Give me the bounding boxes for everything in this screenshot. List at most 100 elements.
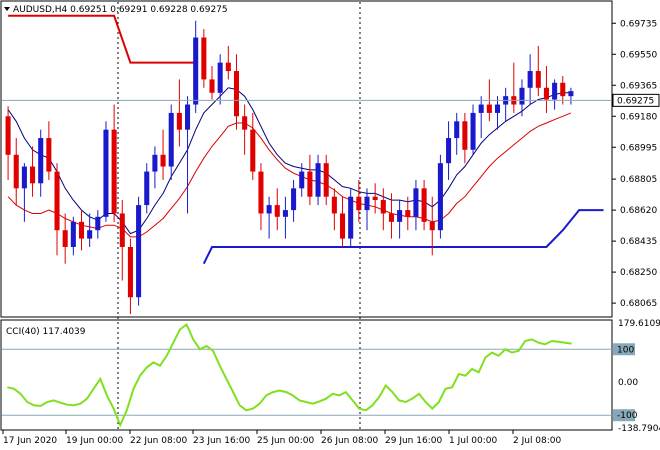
current-price-box bbox=[612, 93, 660, 107]
candle bbox=[30, 146, 36, 197]
high-value: 0.69291 bbox=[110, 5, 147, 15]
candle-body bbox=[21, 166, 27, 189]
candle-body bbox=[331, 196, 337, 214]
candle-body bbox=[413, 188, 419, 217]
current-price-label: 0.69275 bbox=[617, 96, 654, 106]
candle bbox=[38, 129, 44, 197]
candle bbox=[397, 200, 403, 239]
candle bbox=[299, 163, 305, 197]
candle-body bbox=[242, 116, 248, 130]
period-separators bbox=[117, 2, 361, 430]
ma-fast-line bbox=[7, 87, 571, 235]
candle-body bbox=[380, 200, 386, 214]
cci-line bbox=[7, 322, 572, 428]
chart-header: AUDUSD,H4 0.69251 0.69291 0.69228 0.6927… bbox=[4, 5, 228, 15]
candle bbox=[323, 154, 329, 206]
cci-level-box bbox=[613, 409, 635, 422]
time-label: 19 Jun 00:00 bbox=[66, 436, 123, 446]
candle-body bbox=[470, 112, 476, 150]
time-label: 29 Jun 16:00 bbox=[385, 436, 442, 446]
cci-axis-label: 0.00 bbox=[618, 378, 638, 388]
candle bbox=[372, 183, 378, 214]
candle bbox=[103, 121, 109, 222]
candle bbox=[380, 188, 386, 231]
candle-body bbox=[437, 163, 443, 231]
candle-body bbox=[478, 104, 484, 113]
candle-body bbox=[144, 171, 150, 206]
time-label: 22 Jun 08:00 bbox=[130, 436, 187, 446]
candle bbox=[144, 163, 150, 214]
candle bbox=[543, 66, 549, 113]
candle-body bbox=[446, 138, 452, 164]
candle-body bbox=[274, 205, 280, 217]
ma-slow-line bbox=[7, 112, 572, 238]
cci-pane-frame bbox=[0, 319, 613, 431]
dropdown-triangle-icon[interactable] bbox=[4, 7, 10, 11]
price-label: 0.68805 bbox=[620, 175, 657, 185]
candle-body bbox=[372, 196, 378, 201]
candle-body bbox=[152, 154, 158, 172]
candle-body bbox=[13, 154, 19, 189]
candle bbox=[274, 188, 280, 231]
close-value: 0.69275 bbox=[190, 5, 227, 15]
candle-body bbox=[299, 171, 305, 189]
candle bbox=[13, 138, 19, 206]
candle-body bbox=[258, 171, 264, 214]
price-label: 0.68620 bbox=[620, 206, 657, 216]
candle-body bbox=[87, 230, 93, 239]
time-label: 26 Jun 08:00 bbox=[321, 436, 378, 446]
candle-body bbox=[54, 171, 60, 231]
stop-line-red bbox=[8, 14, 196, 64]
candle bbox=[478, 96, 484, 139]
candle-body bbox=[282, 210, 288, 217]
candle-body bbox=[519, 87, 525, 105]
candle bbox=[446, 121, 452, 180]
cci-series bbox=[7, 322, 572, 428]
candle-body bbox=[339, 213, 346, 239]
candle bbox=[5, 106, 11, 180]
price-axis: 0.69735 0.69550 0.69365 0.69180 0.68995 0.688… bbox=[612, 19, 657, 309]
candle bbox=[87, 213, 93, 247]
candle-body bbox=[543, 87, 549, 100]
cci-axis-label: 179.6109 bbox=[618, 319, 660, 329]
candle bbox=[54, 163, 60, 256]
candle bbox=[21, 163, 27, 222]
candle-body bbox=[38, 138, 44, 184]
candle-body bbox=[176, 112, 182, 130]
candle-body bbox=[535, 71, 541, 88]
candle-body bbox=[70, 221, 76, 247]
cci-level-label: 100 bbox=[617, 345, 634, 355]
candle-body bbox=[5, 116, 11, 155]
candle bbox=[282, 196, 288, 239]
price-label: 0.68250 bbox=[620, 268, 657, 278]
candle-body bbox=[225, 62, 231, 72]
symbol-label: AUDUSD,H4 bbox=[13, 5, 68, 15]
price-label: 0.68435 bbox=[620, 237, 657, 247]
time-axis: 17 Jun 2020 19 Jun 00:00 22 Jun 08:00 23 Ju… bbox=[2, 430, 562, 446]
candle-body bbox=[103, 129, 109, 217]
candle-body bbox=[30, 166, 36, 184]
candle-body bbox=[348, 196, 354, 239]
candle-body bbox=[307, 171, 313, 197]
candle bbox=[331, 188, 337, 231]
candle-body bbox=[127, 246, 133, 298]
candle bbox=[519, 79, 525, 117]
candle bbox=[160, 129, 166, 180]
candle-body bbox=[462, 121, 468, 150]
time-label: 23 Jun 16:00 bbox=[193, 436, 250, 446]
candle-body bbox=[185, 104, 191, 130]
low-value: 0.69228 bbox=[150, 5, 187, 15]
candle bbox=[152, 146, 158, 189]
candle-body bbox=[527, 71, 533, 88]
candle bbox=[233, 54, 240, 130]
candle bbox=[217, 54, 223, 105]
candle-body bbox=[250, 129, 256, 172]
candle-body bbox=[201, 37, 207, 80]
candle-body bbox=[217, 62, 223, 93]
price-label: 0.68065 bbox=[620, 299, 657, 309]
candle-body bbox=[168, 112, 174, 167]
cci-level-label: -100 bbox=[617, 411, 638, 421]
candle bbox=[119, 200, 125, 281]
candle bbox=[209, 66, 215, 100]
candle-body bbox=[356, 196, 362, 211]
